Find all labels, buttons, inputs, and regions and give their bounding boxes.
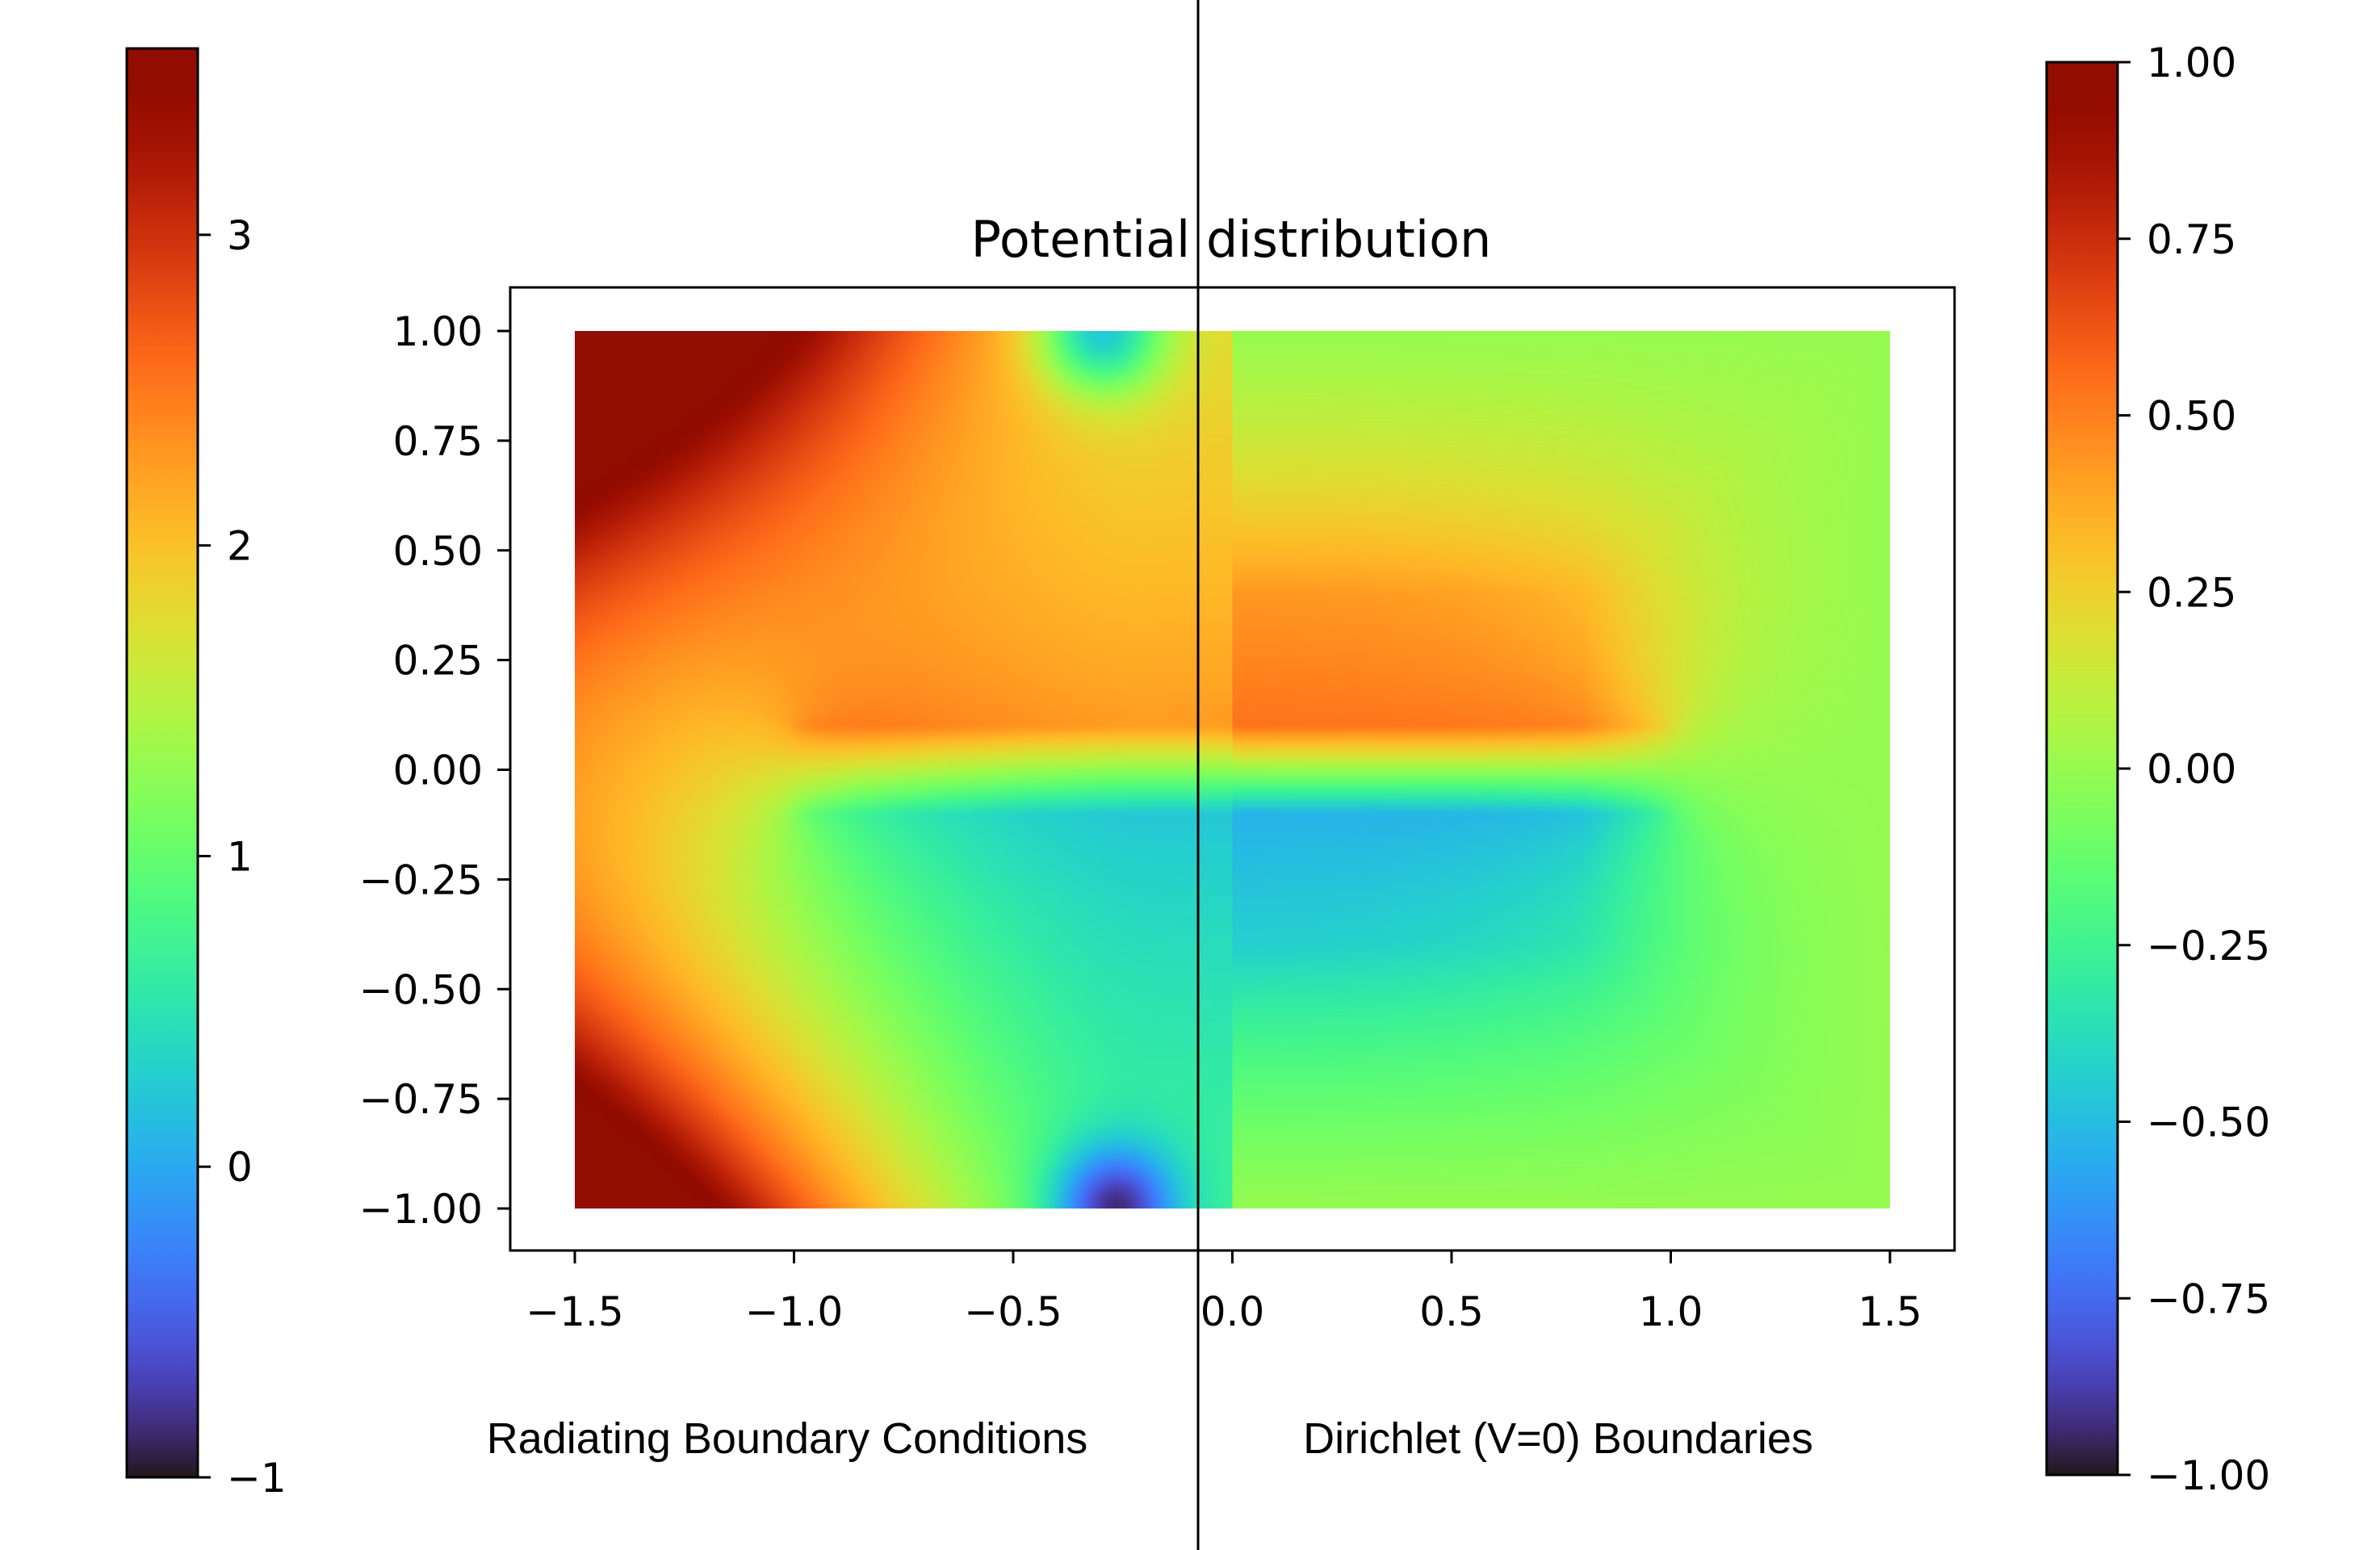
left-colorbar-tick-label: 0 — [227, 1144, 253, 1191]
x-tick-label: 0.5 — [1419, 1288, 1484, 1335]
right-colorbar-tick-label: −1.00 — [2147, 1452, 2270, 1499]
right-colorbar-tick-label: 0.25 — [2147, 569, 2236, 616]
x-tick-label: 1.0 — [1639, 1288, 1703, 1335]
left-panel-caption: Radiating Boundary Conditions — [487, 1414, 1087, 1463]
y-tick-label: 0.00 — [393, 748, 483, 794]
right-colorbar-tick-label: −0.75 — [2147, 1276, 2270, 1322]
x-tick-label: −1.0 — [745, 1288, 843, 1335]
right-colorbar-tick-label: 0.50 — [2147, 393, 2236, 440]
y-tick-label: 0.75 — [393, 418, 483, 465]
x-tick-label: −0.5 — [964, 1288, 1062, 1335]
x-axis: −1.5 −1.0 −0.5 0.0 0.5 1.0 1.5 — [526, 1250, 1922, 1335]
y-tick-label: 0.50 — [393, 528, 483, 575]
y-tick-label: −0.75 — [359, 1076, 483, 1123]
right-colorbar-tick-label: 0.00 — [2147, 746, 2236, 793]
right-colorbar: 1.00 0.75 0.50 0.25 0.00 −0.25 −0.50 −0.75 −1.00 — [2045, 40, 2270, 1499]
y-tick-label: −0.25 — [359, 857, 483, 903]
left-colorbar-ticks: −1 0 1 2 3 — [198, 212, 287, 1502]
heatmap-right-dirichlet — [1232, 331, 1890, 1209]
y-tick-label: 0.25 — [393, 638, 483, 685]
right-colorbar-tick-label: −0.50 — [2147, 1100, 2270, 1146]
right-panel-caption: Dirichlet (V=0) Boundaries — [1303, 1414, 1813, 1463]
left-colorbar-tick-label: 3 — [227, 212, 253, 259]
y-tick-label: −0.50 — [359, 966, 483, 1013]
left-colorbar: −1 0 1 2 3 — [125, 47, 287, 1502]
right-colorbar-ticks: 1.00 0.75 0.50 0.25 0.00 −0.25 −0.50 −0.75 −1.00 — [2118, 40, 2270, 1499]
y-axis: 1.00 0.75 0.50 0.25 0.00 −0.25 −0.50 −0.75 −1.00 — [359, 308, 510, 1233]
right-colorbar-tick-label: 1.00 — [2147, 40, 2236, 86]
right-colorbar-tick-label: 0.75 — [2147, 216, 2236, 263]
x-tick-label: 0.0 — [1200, 1288, 1265, 1335]
right-colorbar-tick-label: −0.25 — [2147, 923, 2270, 970]
x-tick-label: −1.5 — [526, 1288, 623, 1335]
left-colorbar-tick-label: −1 — [227, 1455, 287, 1502]
left-colorbar-body — [125, 47, 199, 1479]
left-colorbar-tick-label: 1 — [227, 833, 253, 880]
right-colorbar-body — [2045, 61, 2119, 1477]
x-tick-label: 1.5 — [1858, 1288, 1922, 1335]
y-tick-label: 1.00 — [393, 308, 483, 355]
left-colorbar-tick-label: 2 — [227, 523, 253, 570]
chart-title: Potential distribution — [971, 210, 1492, 269]
heatmap-left-radiating — [575, 331, 1233, 1209]
y-tick-label: −1.00 — [359, 1186, 483, 1233]
